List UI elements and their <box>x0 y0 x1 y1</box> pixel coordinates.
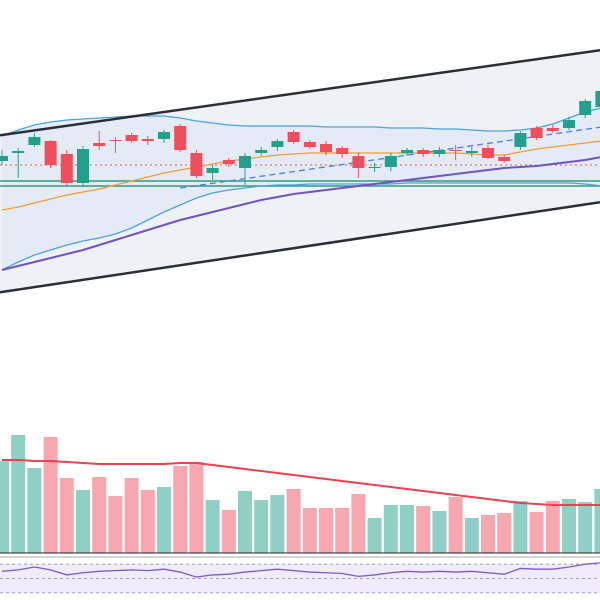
candle-body <box>206 168 219 173</box>
candle-body <box>174 126 187 150</box>
volume-bar <box>335 508 350 553</box>
volume-bar <box>205 500 220 553</box>
volume-bar <box>238 491 252 553</box>
candle-body <box>93 143 106 146</box>
volume-bar <box>416 506 431 553</box>
volume-bar <box>302 508 317 553</box>
candle-body <box>287 132 300 142</box>
trend-line <box>0 48 600 137</box>
candle-body <box>514 133 527 147</box>
volume-bar <box>594 489 600 553</box>
candle-body <box>141 139 154 141</box>
volume-bar <box>27 468 42 553</box>
candle-body <box>12 151 25 153</box>
volume-bar <box>270 495 285 553</box>
volume-bar <box>11 435 26 553</box>
candle-body <box>28 137 41 145</box>
volume-bar <box>319 508 333 553</box>
candle-body <box>417 150 430 154</box>
volume-bar <box>59 478 74 553</box>
candle-body <box>530 128 543 138</box>
volume-bar <box>189 462 204 553</box>
candle-body <box>77 149 89 183</box>
volume-bar <box>351 494 366 553</box>
rsi-line <box>1 562 600 578</box>
candle-body <box>255 150 268 153</box>
volume-bar <box>0 461 9 553</box>
volume-bar <box>124 478 139 553</box>
volume-bar <box>92 477 107 553</box>
volume-bar <box>367 518 382 553</box>
volume-bar <box>529 512 544 553</box>
candle-body <box>449 150 462 151</box>
candle-body <box>433 150 446 154</box>
candle-body <box>579 101 592 115</box>
volume-bar <box>43 437 58 553</box>
candle-body <box>368 167 381 168</box>
candle-body <box>125 135 138 141</box>
candle-body <box>336 148 349 154</box>
volume-bar <box>221 510 236 553</box>
candle-body <box>0 156 8 161</box>
candle-body <box>498 157 511 161</box>
candle-body <box>384 156 397 167</box>
volume-bar <box>562 499 576 553</box>
volume-bar <box>76 490 90 553</box>
candle-body <box>190 153 203 176</box>
candle-body <box>44 141 57 165</box>
candle-body <box>352 156 365 168</box>
candle-body <box>482 148 494 158</box>
overlay-line <box>1 107 600 137</box>
candle-body <box>595 91 600 107</box>
volume-bar <box>497 513 512 553</box>
volume-bar <box>481 515 495 553</box>
volume-bar <box>513 501 528 553</box>
candle-body <box>320 144 332 152</box>
volume-bar <box>545 501 560 553</box>
candle-body <box>109 140 122 141</box>
volume-bar <box>140 490 155 553</box>
volume-bar <box>173 466 188 553</box>
overlay-line <box>1 182 600 271</box>
candle-body <box>401 150 413 153</box>
candle-body <box>303 142 316 147</box>
volume-bar <box>432 511 447 553</box>
candle-body <box>60 154 73 183</box>
volume-bar <box>400 505 414 553</box>
volume-ma-line <box>2 459 600 506</box>
overlay-line <box>1 156 600 271</box>
candle-body <box>546 128 559 131</box>
volume-bar <box>383 505 398 553</box>
volume-bar <box>286 489 301 553</box>
volume-bar <box>448 497 463 553</box>
candle-body <box>465 151 478 153</box>
candle-body <box>239 156 251 168</box>
volume-bar <box>578 502 593 553</box>
volume-bar <box>157 487 171 553</box>
trend-line <box>0 200 600 294</box>
volume-bar <box>464 518 479 553</box>
candle-body <box>222 160 235 164</box>
candle-body <box>158 132 170 139</box>
candle-body <box>563 120 575 128</box>
candle-body <box>271 141 284 147</box>
volume-bar <box>254 500 269 553</box>
overlay-line <box>1 140 600 211</box>
volume-bar <box>108 496 123 553</box>
